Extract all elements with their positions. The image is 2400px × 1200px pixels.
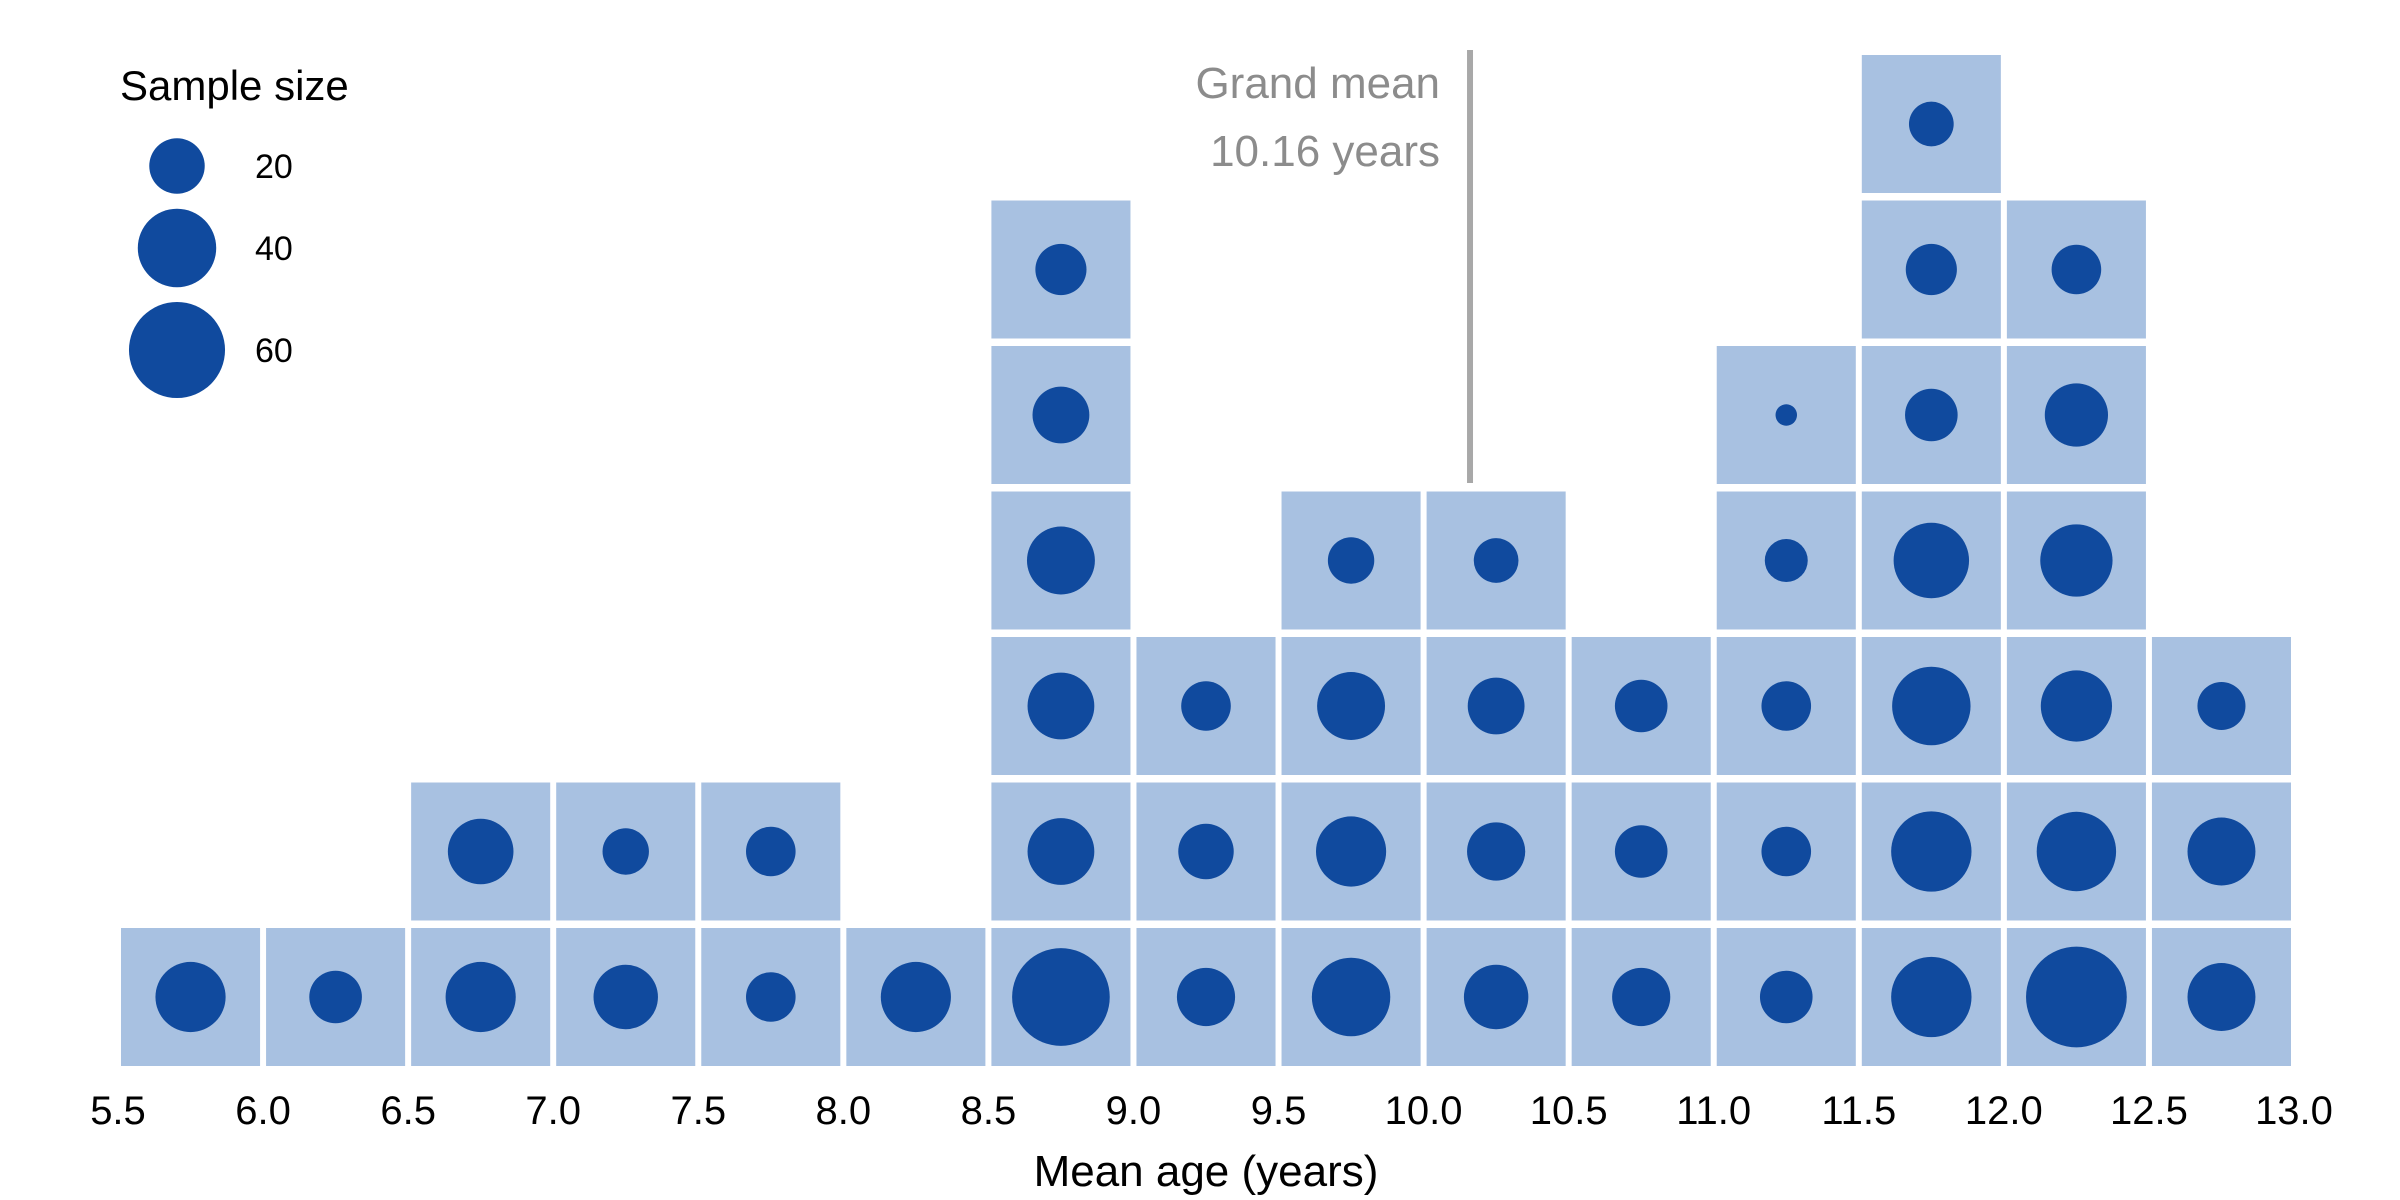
study-dot bbox=[602, 828, 649, 875]
study-dot bbox=[1467, 822, 1526, 881]
study-dot bbox=[1027, 818, 1095, 885]
x-tick-label: 11.5 bbox=[1821, 1089, 1896, 1133]
study-dot bbox=[2026, 946, 2127, 1048]
x-tick-label: 13.0 bbox=[2255, 1089, 2333, 1133]
x-tick-label: 7.0 bbox=[525, 1089, 581, 1133]
legend-size-dot bbox=[128, 301, 226, 399]
grand-mean-marker: Grand mean 10.16 years bbox=[1195, 50, 1474, 483]
legend-size-dot bbox=[137, 208, 217, 288]
legend-size-label: 60 bbox=[255, 332, 293, 370]
study-dot bbox=[2036, 811, 2117, 892]
study-dot bbox=[1032, 386, 1090, 444]
x-tick-label: 12.5 bbox=[2110, 1089, 2188, 1133]
study-dot bbox=[1027, 672, 1095, 740]
study-dot bbox=[309, 970, 362, 1024]
histogram-tiles bbox=[121, 55, 2291, 1066]
x-axis: 5.5 6.0 6.5 7.0 7.5 8.0 8.5 9.0 9.5 10.0 10.5 11.0 1… bbox=[90, 1089, 2333, 1133]
grand-mean-value-label: 10.16 years bbox=[1210, 127, 1440, 176]
legend-title: Sample size bbox=[120, 62, 349, 109]
x-tick-label: 5.5 bbox=[90, 1089, 146, 1133]
study-dot bbox=[1891, 811, 1972, 892]
x-tick-label: 6.5 bbox=[380, 1089, 436, 1133]
x-tick-label: 6.0 bbox=[235, 1089, 291, 1133]
x-axis-label: Mean age (years) bbox=[1034, 1147, 1379, 1196]
study-dot bbox=[1764, 539, 1808, 582]
study-dot bbox=[1612, 967, 1671, 1027]
study-dot bbox=[746, 972, 796, 1022]
study-dot bbox=[880, 961, 951, 1033]
study-dot bbox=[2187, 963, 2256, 1031]
x-tick-label: 12.0 bbox=[1965, 1089, 2043, 1133]
x-tick-label: 9.0 bbox=[1106, 1089, 1162, 1133]
study-dot bbox=[1463, 964, 1529, 1030]
study-dot bbox=[1759, 970, 1813, 1024]
legend-size-label: 20 bbox=[255, 148, 293, 186]
study-dot bbox=[746, 826, 796, 877]
study-dot bbox=[445, 961, 516, 1033]
study-dot bbox=[1905, 243, 1957, 296]
grand-mean-label: Grand mean bbox=[1195, 59, 1440, 108]
study-dot bbox=[1315, 816, 1387, 887]
study-dot bbox=[2197, 681, 2246, 731]
study-dot bbox=[2040, 524, 2113, 597]
study-dot bbox=[1775, 404, 1798, 426]
study-dot bbox=[2051, 244, 2102, 295]
study-dot bbox=[2040, 670, 2113, 742]
study-dot bbox=[2044, 383, 2109, 447]
study-dot bbox=[1181, 681, 1231, 731]
study-dot bbox=[1614, 679, 1668, 733]
study-dot bbox=[593, 964, 658, 1030]
study-dot bbox=[1892, 666, 1971, 746]
study-dot bbox=[1905, 388, 1958, 442]
study-dot bbox=[2187, 817, 2256, 886]
x-tick-label: 10.0 bbox=[1385, 1089, 1463, 1133]
study-dot bbox=[447, 818, 514, 885]
study-dot bbox=[1614, 825, 1668, 878]
study-dot bbox=[1327, 537, 1375, 584]
legend-size-dot bbox=[149, 138, 205, 194]
study-dot bbox=[155, 961, 226, 1033]
study-dot bbox=[1908, 101, 1954, 147]
x-tick-label: 9.5 bbox=[1251, 1089, 1307, 1133]
study-dot bbox=[1317, 672, 1386, 740]
study-dot bbox=[1026, 526, 1095, 595]
study-dot bbox=[1473, 538, 1519, 583]
study-dot bbox=[1761, 826, 1812, 877]
study-dot bbox=[1893, 522, 1970, 599]
x-tick-label: 8.0 bbox=[816, 1089, 872, 1133]
study-dot bbox=[1035, 243, 1087, 296]
legend-size-label: 40 bbox=[255, 230, 293, 268]
x-tick-label: 8.5 bbox=[961, 1089, 1017, 1133]
study-dot bbox=[1176, 967, 1236, 1027]
x-tick-label: 7.5 bbox=[670, 1089, 726, 1133]
x-tick-label: 10.5 bbox=[1530, 1089, 1608, 1133]
study-dot bbox=[1891, 956, 1972, 1038]
study-dot bbox=[1012, 948, 1110, 1046]
study-dot bbox=[1467, 677, 1525, 735]
study-dot bbox=[1178, 823, 1234, 880]
x-tick-label: 11.0 bbox=[1676, 1089, 1751, 1133]
study-dot bbox=[1761, 681, 1812, 731]
study-dot bbox=[1311, 957, 1391, 1037]
legend: Sample size 20 40 60 bbox=[120, 62, 349, 399]
